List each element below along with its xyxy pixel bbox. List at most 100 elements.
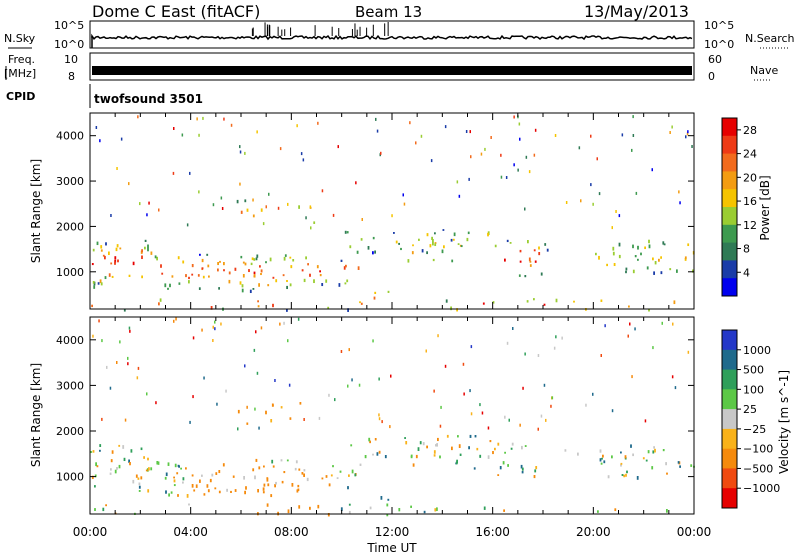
range-cell	[94, 508, 96, 511]
range-cell	[303, 278, 306, 283]
range-cell	[301, 269, 304, 272]
range-cell	[260, 269, 263, 273]
range-cell	[91, 304, 93, 308]
range-cell	[92, 450, 95, 453]
range-cell	[173, 476, 175, 479]
range-cell	[119, 340, 121, 344]
range-cell	[260, 326, 263, 330]
range-cell	[248, 269, 250, 273]
range-cell	[395, 240, 398, 244]
range-cell	[601, 457, 603, 460]
range-cell	[519, 249, 522, 253]
x-tick-label: 16:00	[475, 525, 510, 539]
range-cell	[602, 454, 604, 458]
range-cell	[648, 239, 650, 244]
range-cell	[431, 236, 433, 241]
colorbar-swatch	[722, 135, 737, 155]
x-tick-label: 00:00	[677, 525, 712, 539]
range-cell	[101, 339, 103, 343]
range-cell	[344, 282, 347, 285]
range-cell	[613, 263, 616, 267]
range-cell	[287, 509, 290, 514]
range-cell	[114, 259, 117, 263]
range-cell	[105, 242, 107, 246]
range-cell	[355, 181, 357, 185]
range-cell	[108, 251, 110, 256]
range-cell	[279, 147, 282, 151]
range-cell	[201, 328, 203, 332]
range-cell	[96, 465, 99, 468]
range-cell	[450, 238, 453, 242]
colorbar-swatch	[722, 242, 737, 261]
freq-tick-bottom: 8	[68, 70, 75, 83]
nsky-panel: N.Sky 10^5 10^0 10^5 10^0 N.Search	[4, 19, 795, 51]
range-cell	[611, 226, 613, 230]
range-cell	[177, 256, 180, 260]
cpid-label: CPID	[6, 90, 35, 103]
range-cell	[634, 255, 637, 258]
range-cell	[474, 435, 477, 438]
range-cell	[497, 442, 500, 446]
range-cell	[642, 457, 645, 460]
range-cell	[630, 444, 632, 448]
range-cell	[540, 272, 543, 276]
range-cell	[458, 194, 461, 198]
range-cell	[218, 470, 221, 474]
range-cell	[274, 484, 276, 488]
range-cell	[216, 402, 218, 406]
range-cell	[685, 135, 687, 139]
range-cell	[626, 470, 628, 474]
range-cell	[132, 261, 135, 266]
freq-frame	[89, 52, 695, 81]
range-cell	[577, 452, 579, 456]
range-cell	[511, 442, 514, 446]
range-cell	[673, 300, 676, 305]
range-cell	[403, 202, 406, 206]
range-cell	[244, 151, 246, 155]
range-cell	[298, 468, 301, 471]
nsky-trace	[91, 22, 693, 48]
range-cell	[249, 289, 252, 294]
range-cell	[640, 252, 642, 256]
colorbar-frame	[721, 117, 738, 297]
range-cell	[672, 322, 674, 326]
range-cell	[440, 405, 442, 409]
range-cell	[348, 510, 351, 514]
range-cell	[374, 250, 376, 254]
range-cell	[330, 474, 333, 477]
range-cell	[306, 477, 309, 482]
range-cell	[510, 447, 513, 450]
range-cell	[94, 485, 96, 488]
range-cell	[663, 243, 666, 246]
nsearch-tick-top: 10^5	[704, 19, 734, 32]
range-cell	[218, 287, 220, 290]
range-cell	[257, 300, 259, 303]
range-cell	[494, 244, 497, 248]
range-cell	[340, 259, 343, 262]
range-cell	[538, 246, 540, 250]
range-cell	[252, 468, 255, 472]
range-cell	[280, 459, 283, 462]
range-cell	[533, 475, 536, 479]
range-cell	[258, 283, 260, 287]
range-cell	[470, 345, 473, 349]
range-cell	[439, 424, 442, 428]
range-cell	[257, 489, 259, 493]
range-cell	[270, 494, 273, 498]
range-cell	[526, 300, 529, 303]
range-cell	[240, 210, 243, 214]
range-cell	[201, 267, 204, 270]
range-cell	[468, 177, 470, 181]
range-cell	[104, 276, 107, 280]
range-cell	[463, 392, 465, 396]
range-cell	[272, 303, 274, 308]
colorbar-tick-label: −100	[743, 443, 773, 456]
range-cell	[361, 218, 363, 221]
colorbar-tick-label: 28	[743, 124, 757, 137]
nave-label: Nave	[750, 64, 778, 77]
power-colorbar-label: Power [dB]	[758, 175, 772, 240]
range-cell	[118, 464, 121, 469]
range-cell	[620, 451, 622, 454]
range-cell	[110, 459, 113, 463]
range-cell	[317, 504, 320, 509]
